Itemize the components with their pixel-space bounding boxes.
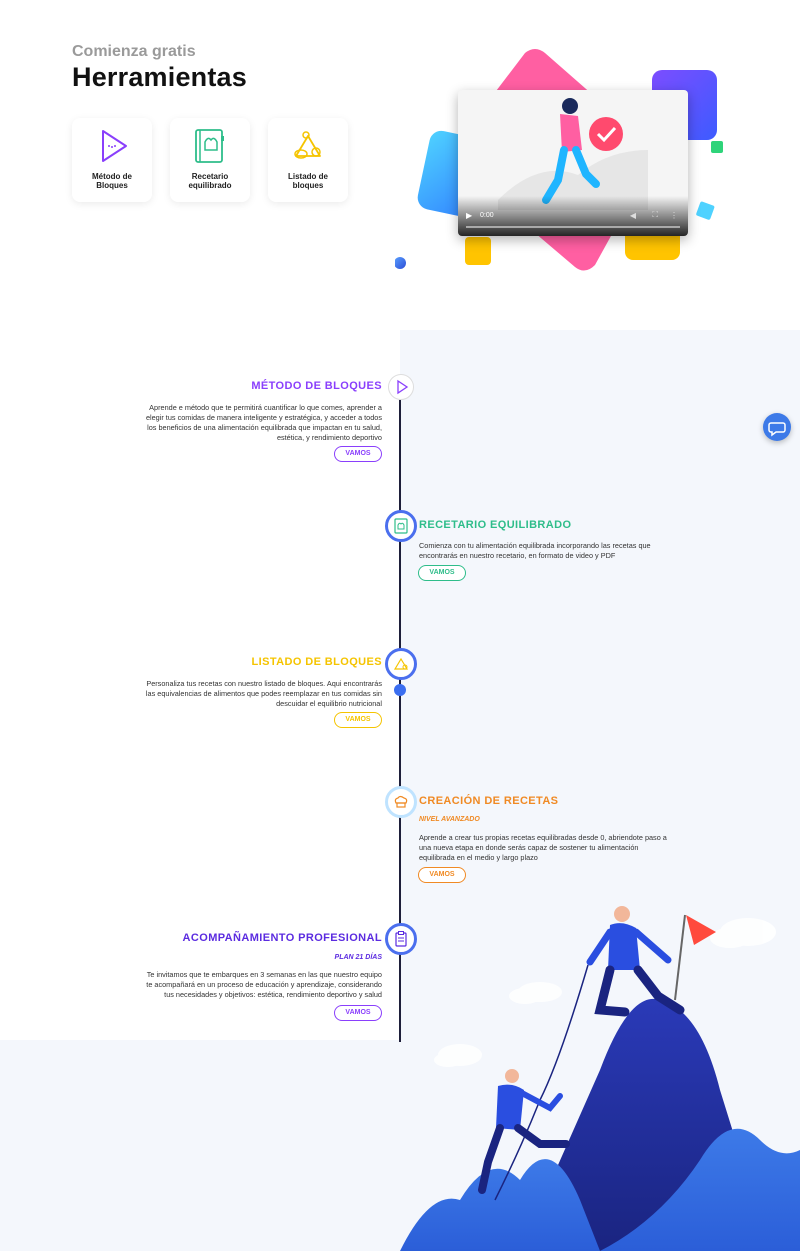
eyebrow-text: Comienza gratis <box>72 43 196 60</box>
food-blocks-icon <box>288 126 328 166</box>
video-progress-track[interactable] <box>466 226 680 228</box>
vamos-button[interactable]: VAMOS <box>418 565 466 581</box>
timeline-subtitle: NIVEL AVANZADO <box>419 816 480 823</box>
vamos-button[interactable]: VAMOS <box>334 712 382 728</box>
section-background-bottom <box>0 1040 400 1251</box>
play-icon <box>397 379 409 395</box>
timeline-description: Te invitamos que te embarques en 3 seman… <box>146 970 382 999</box>
timeline-title: ACOMPAÑAMIENTO PROFESIONAL <box>182 932 382 944</box>
video-time: 0:00 <box>480 212 494 219</box>
more-options-icon[interactable]: ⋮ <box>670 211 678 220</box>
timeline-title: CREACIÓN DE RECETAS <box>419 795 559 807</box>
timeline-description: Personaliza tus recetas con nuestro list… <box>145 679 382 708</box>
play-icon <box>92 126 132 166</box>
fullscreen-icon[interactable]: ⛶ <box>652 210 658 219</box>
tool-card-metodo-bloques[interactable]: Método de Bloques <box>72 118 152 202</box>
video-controls-bar <box>458 196 688 236</box>
volume-icon[interactable]: ◀ <box>629 211 636 220</box>
tool-card-label: Recetario equilibrado <box>188 172 232 190</box>
vamos-button[interactable]: VAMOS <box>334 446 382 462</box>
timeline-description: Aprende e método que te permitirá cuanti… <box>145 403 382 442</box>
recipe-book-icon <box>394 518 408 534</box>
timeline-node-blocks <box>385 648 417 680</box>
tool-card-listado[interactable]: Listado de bloques <box>268 118 348 202</box>
video-player[interactable]: ▶ 0:00 ◀ ⛶ ⋮ <box>458 90 688 236</box>
chat-button[interactable] <box>763 413 791 441</box>
timeline-node-chef <box>385 786 417 818</box>
tool-card-label: Método de Bloques <box>92 172 132 190</box>
timeline-description: Aprende a crear tus propias recetas equi… <box>419 833 667 862</box>
chat-bubble-icon <box>768 422 786 437</box>
tool-card-label: Listado de bloques <box>287 172 328 190</box>
tool-card-recetario[interactable]: Recetario equilibrado <box>170 118 250 202</box>
play-icon[interactable]: ▶ <box>466 211 473 220</box>
timeline-line <box>399 400 401 1042</box>
page-title: Herramientas <box>72 62 247 92</box>
timeline-node-play <box>388 374 414 400</box>
vamos-button[interactable]: VAMOS <box>418 867 466 883</box>
chef-hat-icon <box>394 795 408 808</box>
vamos-button[interactable]: VAMOS <box>334 1005 382 1021</box>
timeline-dot <box>394 684 406 696</box>
timeline-description: Comienza con tu alimentación equilibrada… <box>419 541 651 560</box>
timeline-title: MÉTODO DE BLOQUES <box>251 380 382 392</box>
recipe-book-icon <box>190 126 230 166</box>
mountain-climbers-illustration <box>400 906 800 1251</box>
timeline-node-recipe <box>385 510 417 542</box>
timeline-title: RECETARIO EQUILIBRADO <box>419 519 572 531</box>
clipboard-icon <box>395 931 407 947</box>
timeline-subtitle: PLAN 21 DÍAS <box>334 954 382 961</box>
timeline-node-clipboard <box>385 923 417 955</box>
timeline-title: LISTADO DE BLOQUES <box>251 656 382 668</box>
runner-illustration <box>498 98 648 210</box>
food-blocks-icon <box>393 657 409 670</box>
